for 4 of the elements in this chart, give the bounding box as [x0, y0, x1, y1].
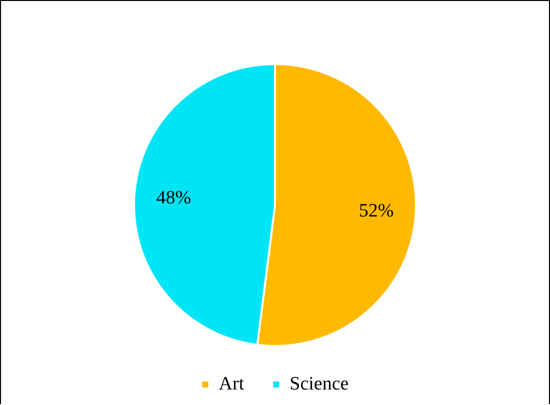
data-label: 52%: [358, 200, 394, 222]
legend-label: Science: [290, 373, 349, 394]
legend-label: Art: [218, 373, 245, 394]
data-label: 48%: [156, 188, 192, 209]
